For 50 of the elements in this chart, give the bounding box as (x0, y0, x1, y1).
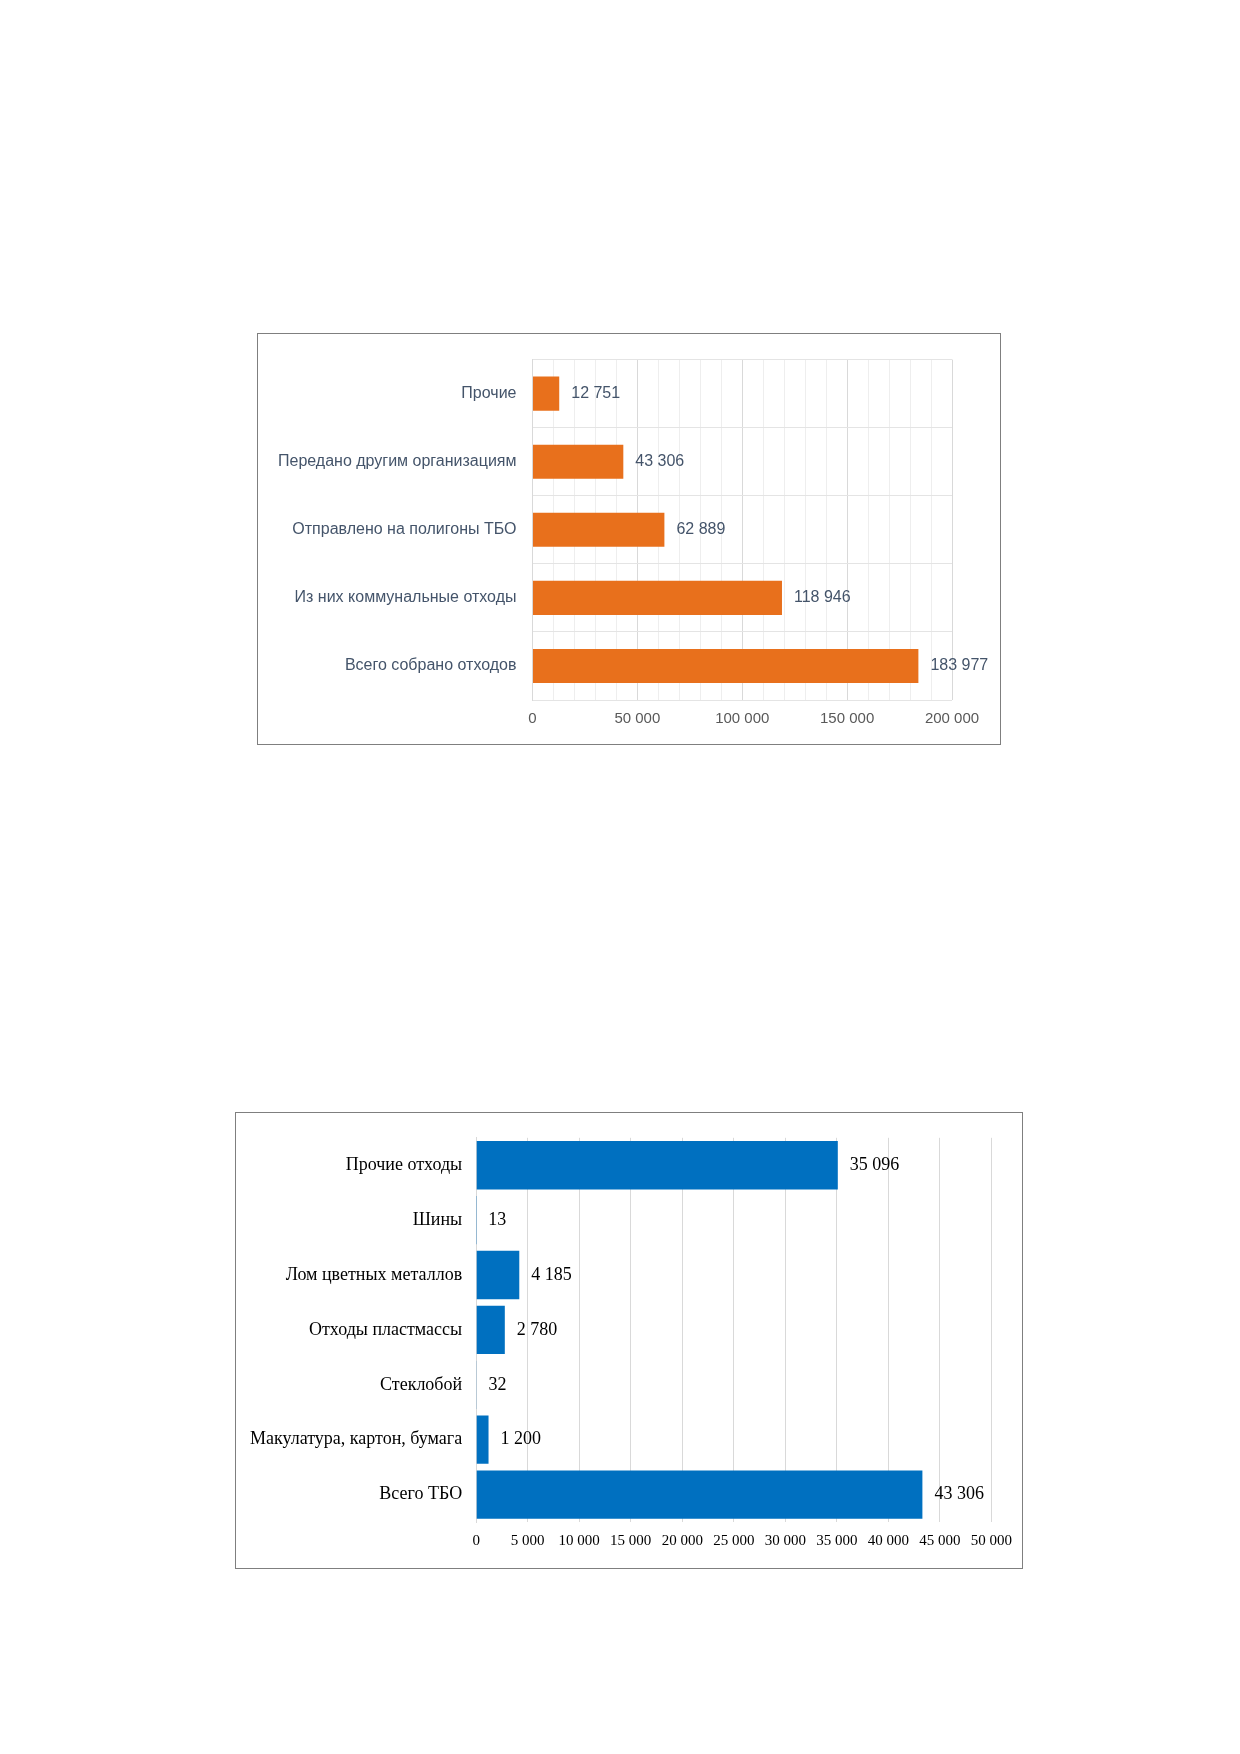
bar (476, 1305, 505, 1355)
x-tick-label: 15 000 (610, 1531, 652, 1548)
bar (532, 444, 624, 479)
x-tick-label: 200 000 (924, 709, 980, 727)
x-tick-label: 0 (472, 1531, 480, 1548)
y-tick-label: Макулатура, картон, бумага (250, 1428, 463, 1449)
bar (476, 1415, 489, 1464)
data-label: 62 889 (676, 520, 726, 538)
x-tick-label: 10 000 (558, 1531, 600, 1548)
data-label: 43 306 (635, 452, 685, 470)
y-tick-label: Стеклобой (380, 1373, 463, 1394)
x-tick-label: 5 000 (510, 1531, 545, 1548)
data-label: 183 977 (930, 656, 989, 674)
bar (476, 1470, 923, 1519)
y-tick-label: Из них коммунальные отходы (294, 588, 517, 606)
bar (532, 512, 665, 547)
y-tick-label: Прочие отходы (345, 1153, 463, 1174)
y-tick-label: Всего собрано отходов (344, 656, 517, 674)
bar (532, 648, 919, 683)
bar (532, 376, 560, 411)
y-tick-label: Лом цветных металлов (285, 1263, 463, 1284)
x-tick-label: 25 000 (713, 1531, 755, 1548)
bar (476, 1250, 520, 1300)
data-label: 4 185 (531, 1263, 572, 1284)
bar (532, 580, 782, 615)
x-tick-label: 40 000 (867, 1531, 909, 1548)
x-tick-label: 45 000 (919, 1531, 961, 1548)
x-tick-label: 100 000 (715, 709, 770, 727)
data-label: 12 751 (571, 384, 621, 402)
x-tick-label: 35 000 (816, 1531, 858, 1548)
x-tick-label: 20 000 (661, 1531, 703, 1548)
data-label: 32 (488, 1373, 507, 1394)
x-tick-label: 30 000 (764, 1531, 806, 1548)
data-label: 118 946 (793, 588, 851, 606)
data-label: 35 096 (849, 1153, 900, 1174)
x-tick-label: 50 000 (614, 709, 661, 727)
y-tick-label: Отправлено на полигоны ТБО (292, 520, 517, 538)
y-tick-label: Всего ТБО (379, 1483, 463, 1504)
bar (476, 1141, 838, 1190)
y-tick-label: Шины (412, 1208, 463, 1229)
data-label: 2 780 (516, 1318, 558, 1339)
data-label: 1 200 (500, 1428, 542, 1449)
y-tick-label: Прочие (461, 384, 517, 402)
x-tick-label: 50 000 (970, 1531, 1012, 1548)
x-tick-label: 150 000 (820, 709, 875, 727)
data-label: 13 (488, 1208, 507, 1229)
y-tick-label: Отходы пластмассы (308, 1318, 463, 1339)
x-tick-label: 0 (528, 709, 537, 727)
y-tick-label: Передано другим организациям (278, 452, 517, 470)
data-label: 43 306 (934, 1483, 984, 1504)
